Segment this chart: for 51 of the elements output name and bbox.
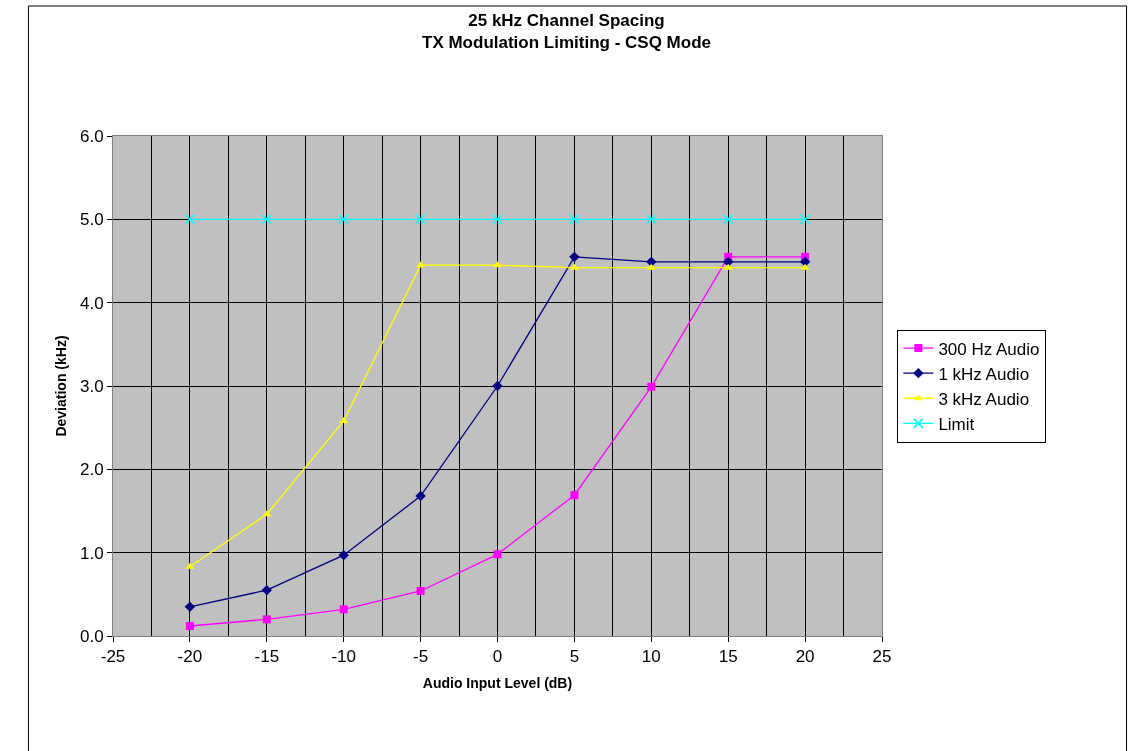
point — [261, 214, 273, 225]
point — [185, 622, 194, 630]
y-axis-title: Deviation (kHz) — [52, 335, 69, 437]
point — [647, 382, 656, 391]
x-tick-label: 5 — [569, 647, 580, 667]
x-tick-label: -15 — [254, 647, 280, 667]
x-tick-label: -20 — [177, 647, 203, 667]
point — [800, 263, 810, 270]
point — [492, 214, 503, 225]
point — [339, 605, 348, 614]
y-tick-label: 5.0 — [79, 210, 104, 230]
y-tick-label: 6.0 — [79, 126, 104, 146]
x-tick-label: 15 — [718, 647, 738, 667]
x-tick-label: -10 — [331, 647, 356, 667]
point — [569, 214, 580, 225]
point — [262, 615, 271, 624]
y-tick-label: 4.0 — [79, 293, 104, 313]
point — [338, 214, 349, 225]
legend-label: 3 kHz Audio — [938, 389, 1030, 409]
x-tick-label: 0 — [492, 647, 503, 667]
x-tick-label: 25 — [872, 647, 892, 667]
y-tick-label: 3.0 — [79, 376, 104, 396]
legend-label: 300 Hz Audio — [938, 339, 1040, 359]
point — [415, 214, 426, 225]
point — [799, 214, 811, 225]
x-tick-label: 10 — [641, 647, 661, 667]
point — [646, 263, 656, 270]
point — [723, 263, 733, 270]
y-tick-label: 2.0 — [79, 460, 104, 480]
point — [493, 550, 502, 559]
point — [569, 251, 580, 263]
point — [416, 587, 425, 595]
chart-title: 25 kHz Channel Spacing TX Modulation Limiting - CSQ Mode — [422, 11, 711, 53]
point — [492, 380, 503, 392]
point — [722, 214, 734, 225]
point — [646, 214, 657, 225]
point — [184, 214, 196, 225]
point — [184, 601, 196, 613]
point — [261, 584, 272, 596]
x-tick-label: -25 — [100, 647, 126, 667]
x-axis-title: Audio Input Level (dB) — [422, 674, 573, 691]
x-tick-label: 20 — [795, 647, 815, 667]
y-tick-label: 1.0 — [79, 543, 104, 563]
point — [415, 490, 426, 502]
x-tick-label: -5 — [413, 647, 429, 667]
legend-label: Limit — [938, 414, 975, 434]
y-tick-label: 0.0 — [79, 626, 104, 646]
point — [338, 549, 349, 561]
point — [570, 491, 579, 500]
point — [185, 562, 195, 569]
legend-label: 1 kHz Audio — [938, 364, 1030, 384]
